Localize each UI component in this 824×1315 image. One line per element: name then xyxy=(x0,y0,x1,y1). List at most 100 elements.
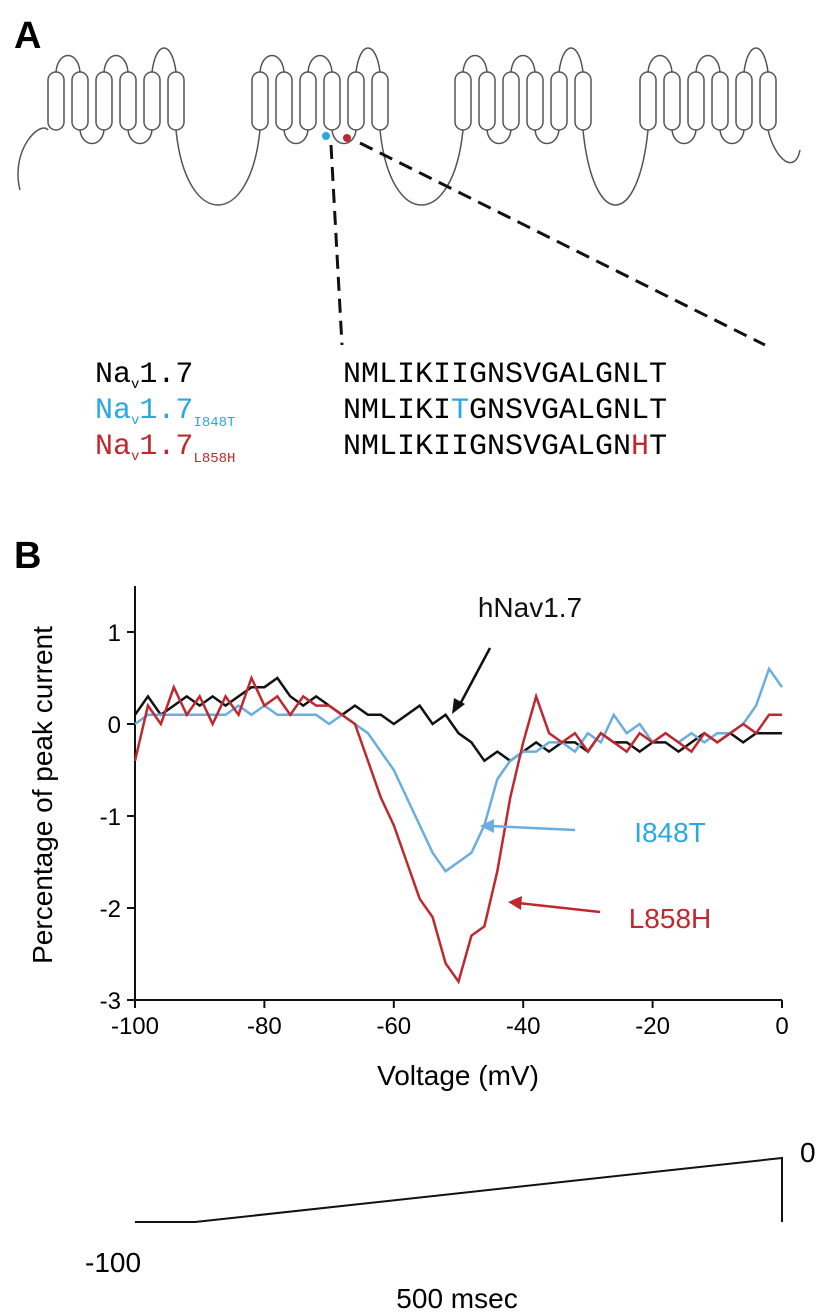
helix xyxy=(687,71,705,131)
plot: -3 -2 -1 0 1 -100 -80 -60 -40 -20 0 xyxy=(100,586,789,1040)
arrow xyxy=(489,824,576,832)
loop xyxy=(534,129,560,145)
protocol-label: 500 msec xyxy=(396,1283,517,1314)
loop xyxy=(55,54,81,73)
name-part: Na xyxy=(95,430,131,464)
linker xyxy=(379,129,464,206)
loop xyxy=(259,54,285,73)
mutation: T xyxy=(451,394,469,428)
helix xyxy=(299,71,317,131)
helix xyxy=(47,71,65,131)
channel-name: Nav1.7L858H xyxy=(95,430,235,467)
name-part: v xyxy=(131,449,139,465)
y-tick-label: -3 xyxy=(100,988,121,1015)
name-part: Na xyxy=(95,394,131,428)
channel-name: Nav1.7I848T xyxy=(95,394,235,431)
y-tick-label: -1 xyxy=(100,804,121,831)
helix xyxy=(95,71,113,131)
helix xyxy=(526,71,544,131)
helix xyxy=(323,71,341,131)
name-part: 1.7 xyxy=(139,430,193,464)
sequence: NMLIKIIGNSVGALGNHT xyxy=(343,430,667,464)
loop xyxy=(510,54,536,73)
sequence-part: NMLIKIIGNSVGALGN xyxy=(343,430,631,464)
arrow-head xyxy=(452,698,465,714)
sequence-part: T xyxy=(649,430,667,464)
loop xyxy=(79,129,105,145)
helix xyxy=(347,71,365,131)
helix xyxy=(119,71,137,131)
series-label: I848T xyxy=(634,817,706,848)
loop xyxy=(103,54,129,73)
voltage-protocol xyxy=(135,1156,783,1223)
mutation-site xyxy=(343,134,351,142)
x-tick-label: 0 xyxy=(775,1013,788,1040)
name-part: L858H xyxy=(193,451,235,467)
arrow-head xyxy=(480,819,494,833)
series-line xyxy=(133,676,782,763)
name-part: v xyxy=(131,377,139,393)
loop xyxy=(127,129,153,145)
x-tick-label: -100 xyxy=(111,1013,159,1040)
zoom-line xyxy=(329,144,344,346)
x-tick-label: -20 xyxy=(635,1013,670,1040)
c-terminus xyxy=(767,129,801,164)
loop xyxy=(331,129,357,145)
loop xyxy=(355,47,381,73)
helix xyxy=(550,71,568,131)
protocol-label: 0 xyxy=(800,1137,816,1168)
helix xyxy=(478,71,496,131)
y-tick-label: 1 xyxy=(108,620,121,647)
loop xyxy=(647,54,673,73)
x-tick-label: -40 xyxy=(506,1013,541,1040)
helix xyxy=(759,71,777,131)
mutation-site xyxy=(322,132,330,140)
helix xyxy=(167,71,185,131)
loop xyxy=(558,47,584,73)
panel-label: B xyxy=(14,535,41,577)
name-part: 1.7 xyxy=(139,394,193,428)
loop xyxy=(695,54,721,73)
panel-label: A xyxy=(14,15,41,57)
helix xyxy=(711,71,729,131)
arrow xyxy=(517,901,601,914)
zoom-line xyxy=(359,141,766,347)
helix xyxy=(574,71,592,131)
helix xyxy=(502,71,520,131)
y-tick-label: 0 xyxy=(108,712,121,739)
sequence: NMLIKIIGNSVGALGNLT xyxy=(343,358,667,392)
helix xyxy=(371,71,389,131)
arrow xyxy=(456,647,492,709)
sequence-part: NMLIKI xyxy=(343,394,451,428)
x-tick-label: -80 xyxy=(247,1013,282,1040)
loop xyxy=(283,129,309,145)
helix xyxy=(639,71,657,131)
sequence: NMLIKITGNSVGALGNLT xyxy=(343,394,667,428)
y-tick-label: -2 xyxy=(100,896,121,923)
sequence-part: GNSVGALGNLT xyxy=(469,394,667,428)
channel-diagram xyxy=(17,47,801,206)
n-terminus xyxy=(17,127,49,191)
helix xyxy=(251,71,269,131)
helix xyxy=(663,71,681,131)
y-axis-label: Percentage of peak current xyxy=(27,626,58,964)
name-part: 1.7 xyxy=(139,358,193,392)
loop xyxy=(671,129,697,145)
helix xyxy=(143,71,161,131)
name-part: I848T xyxy=(193,415,235,431)
loop xyxy=(743,47,769,73)
linker xyxy=(175,129,261,206)
channel-name: Nav1.7 xyxy=(95,358,193,393)
protocol-label: -100 xyxy=(85,1247,141,1278)
series-line xyxy=(133,674,782,985)
helix xyxy=(71,71,89,131)
helix xyxy=(735,71,753,131)
loop xyxy=(486,129,512,145)
mutation: H xyxy=(631,430,649,464)
x-tick-label: -60 xyxy=(376,1013,411,1040)
helix xyxy=(275,71,293,131)
x-axis-label: Voltage (mV) xyxy=(377,1060,539,1091)
linker xyxy=(582,129,649,206)
series-label: hNav1.7 xyxy=(478,592,582,623)
